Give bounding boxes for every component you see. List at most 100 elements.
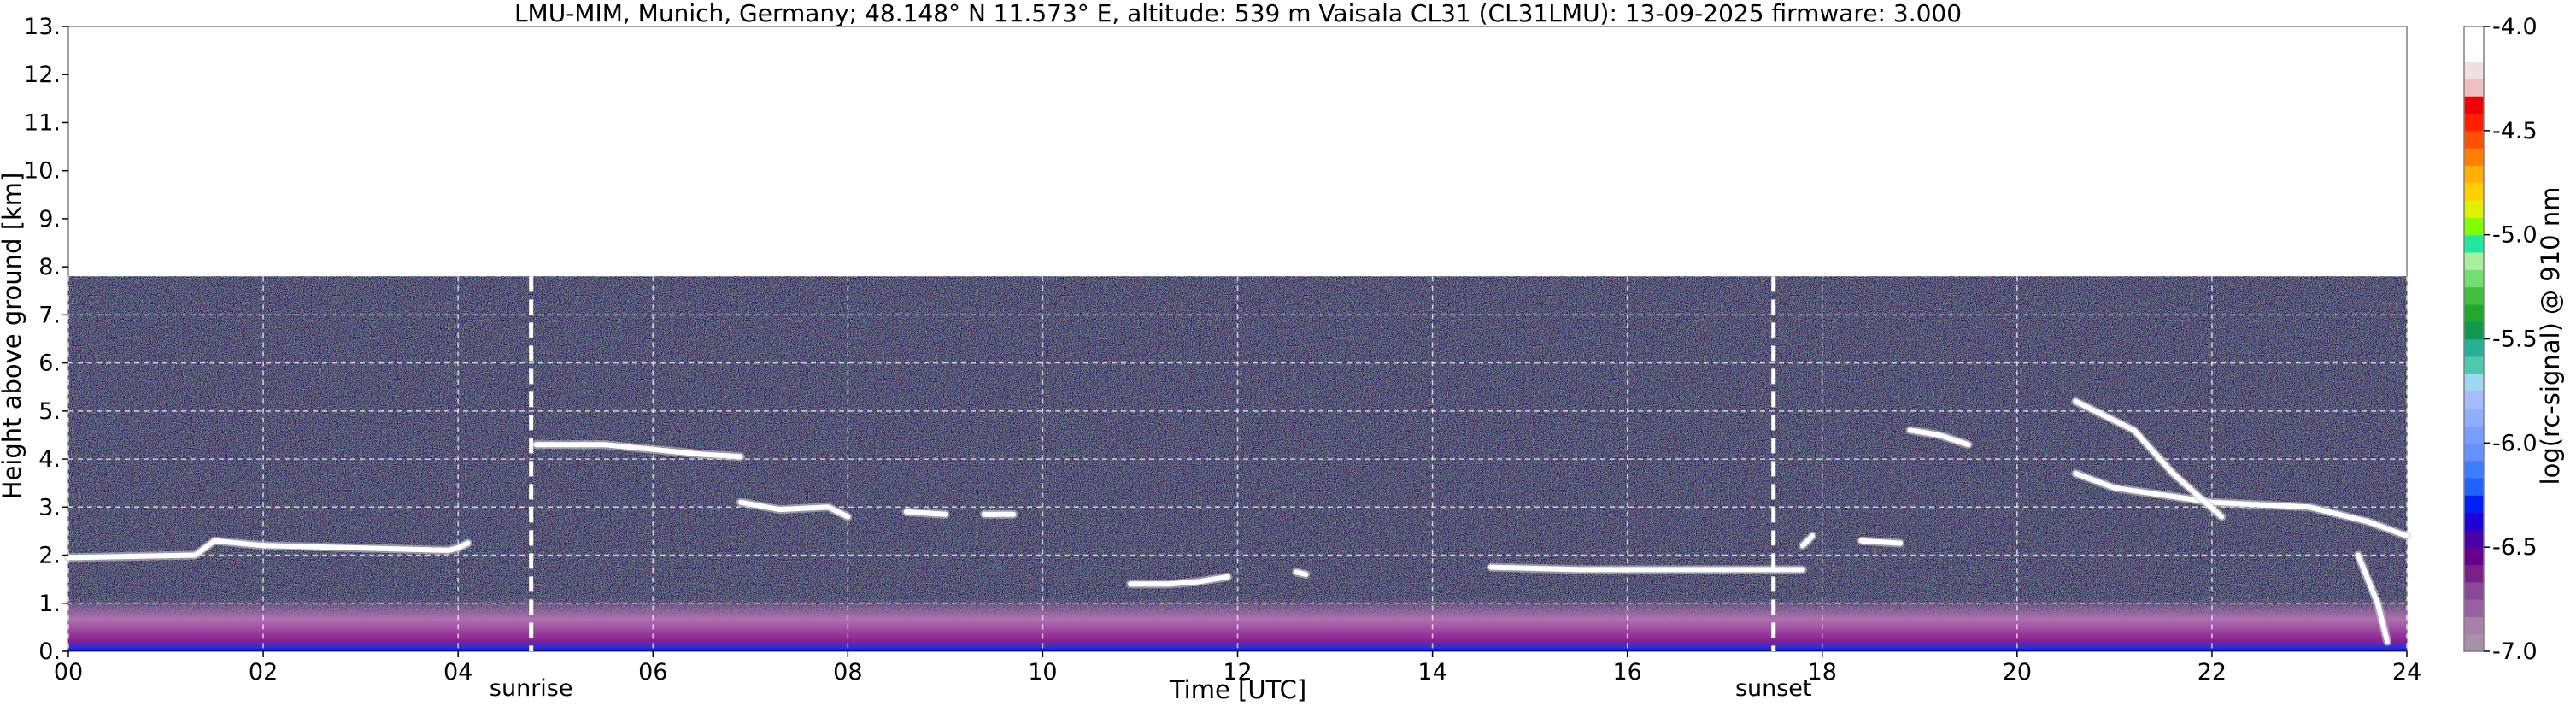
colorbar-segment: [2464, 443, 2484, 462]
colorbar-segment: [2464, 321, 2484, 340]
colorbar-segment: [2464, 26, 2484, 44]
x-tick-label: 14: [1417, 659, 1446, 685]
x-tick-label: 02: [249, 659, 278, 685]
y-tick-label: 0.: [38, 638, 61, 665]
colorbar-segment: [2464, 460, 2484, 479]
x-tick-label: 24: [2392, 659, 2421, 685]
x-tick-label: 04: [443, 659, 472, 685]
x-tick-label: 18: [1808, 659, 1837, 685]
plot-area: [64, 26, 2411, 652]
colorbar-ticks: -4.0 -4.5 -5.0 -5.5 -6.0 -6.5 -7.0: [2484, 14, 2538, 665]
colorbar-tick-label: -5.0: [2492, 222, 2538, 249]
cloud-layer: [66, 538, 471, 561]
colorbar-tick-label: -6.5: [2492, 534, 2538, 561]
x-tick-label: 16: [1612, 659, 1641, 685]
cloud-layer: [1128, 574, 1231, 587]
y-tick-label: 11.: [24, 109, 61, 136]
colorbar-segment: [2464, 599, 2484, 617]
colorbar-segment: [2464, 217, 2484, 236]
colorbar-segment: [2464, 564, 2484, 583]
colorbar-segment: [2464, 234, 2484, 253]
y-tick-label: 3.: [38, 494, 61, 521]
y-tick-label: 12.: [24, 62, 61, 88]
colorbar-segment: [2464, 130, 2484, 149]
colorbar-segment: [2464, 44, 2484, 62]
colorbar-segment: [2464, 96, 2484, 115]
colorbar-segment: [2464, 391, 2484, 409]
x-tick-label: 00: [54, 659, 83, 685]
colorbar-segment: [2464, 338, 2484, 357]
colorbar-segment: [2464, 616, 2484, 635]
y-tick-label: 6.: [38, 350, 61, 377]
colorbar-tick-label: -4.0: [2492, 14, 2538, 40]
cloud-layer: [903, 509, 948, 517]
colorbar-tick-label: -5.5: [2492, 327, 2538, 353]
colorbar-segment: [2464, 286, 2484, 305]
cloud-layer: [1293, 569, 1309, 577]
colorbar-segment: [2464, 182, 2484, 201]
y-tick-label: 13.: [24, 14, 61, 40]
x-axis-ticks: 00 02 04 06 08 10 12 14 16 18 20 22 24: [54, 651, 2421, 685]
cloud-layer: [2073, 470, 2409, 538]
backscatter-field: [68, 276, 2407, 651]
y-tick-label: 1.: [38, 591, 61, 617]
colorbar-segment: [2464, 165, 2484, 184]
y-tick-label: 9.: [38, 206, 61, 232]
colorbar-segment: [2464, 547, 2484, 566]
colorbar: -4.0 -4.5 -5.0 -5.5 -6.0 -6.5 -7.0 log(rc-sign…: [2463, 14, 2565, 665]
colorbar-segment: [2464, 303, 2484, 322]
x-tick-label: 10: [1028, 659, 1057, 685]
cloud-layer: [1858, 538, 1903, 546]
x-tick-label: 20: [2003, 659, 2032, 685]
y-tick-label: 10.: [24, 158, 61, 185]
colorbar-segment: [2464, 251, 2484, 270]
y-tick-label: 4.: [38, 446, 61, 473]
y-axis-label: Height above ground [km]: [0, 173, 26, 500]
cloud-layer: [737, 499, 851, 520]
x-axis-label: Time [UTC]: [1169, 675, 1306, 704]
cloud-layer: [2356, 552, 2391, 644]
colorbar-segment: [2464, 633, 2484, 652]
y-tick-label: 7.: [38, 302, 61, 328]
colorbar-segment: [2464, 78, 2484, 97]
noise-speckle: [68, 276, 2407, 651]
colorbar-label: log(rc-signal) @ 910 nm: [2536, 187, 2565, 485]
colorbar-segment: [2464, 495, 2484, 514]
sun-markers: [529, 276, 1776, 651]
colorbar-segment: [2464, 426, 2484, 444]
colorbar-segment: [2464, 61, 2484, 79]
colorbar-segment: [2464, 356, 2484, 374]
colorbar-segment: [2464, 113, 2484, 132]
y-tick-label: 2.: [38, 543, 61, 569]
cloud-layers: [64, 397, 2411, 646]
colorbar-segment: [2464, 477, 2484, 496]
colorbar-segment: [2464, 148, 2484, 167]
cloud-layer: [533, 442, 743, 460]
chart-title: LMU-MIM, Munich, Germany; 48.148° N 11.5…: [514, 0, 1962, 27]
grid: [67, 276, 2408, 651]
colorbar-segment: [2464, 200, 2484, 218]
colorbar-segment: [2464, 374, 2484, 392]
cloud-layer: [1907, 427, 1971, 448]
colorbar-segment: [2464, 529, 2484, 548]
x-tick-label: 12: [1223, 659, 1252, 685]
cloud-layer: [2073, 398, 2225, 520]
y-axis-ticks: 0. 1. 2. 3. 4. 5. 6. 7. 8. 9. 10. 11. 12. 13.: [24, 14, 68, 665]
colorbar-tick-label: -6.0: [2492, 430, 2538, 456]
colorbar-tick-label: -4.5: [2492, 118, 2538, 144]
y-tick-label: 5.: [38, 398, 61, 425]
colorbar-segment: [2464, 581, 2484, 600]
cloud-layer: [1488, 564, 1805, 573]
x-tick-label: 22: [2198, 659, 2227, 685]
cloud-layer: [1799, 533, 1816, 549]
x-tick-label: 06: [638, 659, 667, 685]
colorbar-scale: [2464, 26, 2484, 652]
y-tick-label: 8.: [38, 254, 61, 280]
colorbar-tick-label: -7.0: [2492, 638, 2538, 665]
marker-label-sunset: sunset: [1735, 675, 1812, 702]
colorbar-segment: [2464, 269, 2484, 288]
marker-label-sunrise: sunrise: [490, 675, 573, 702]
x-tick-label: 08: [833, 659, 862, 685]
colorbar-segment: [2464, 408, 2484, 427]
